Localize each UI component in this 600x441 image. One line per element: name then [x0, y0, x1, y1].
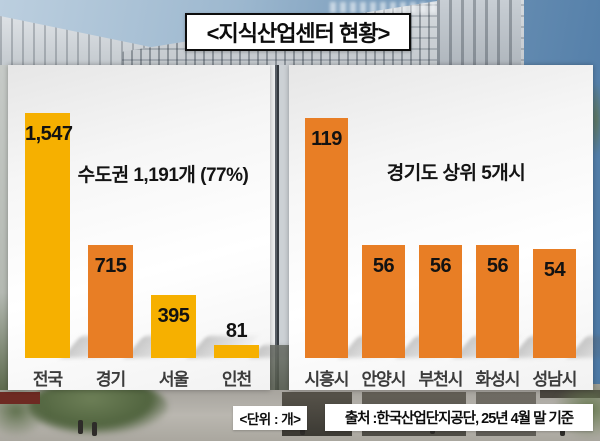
- bar-경기: 715: [88, 245, 133, 358]
- bar-value-label: 56: [372, 255, 395, 277]
- bar-chart-gyeonggi-top5: 119 시흥시 56 안양시 56 부천시 56 화성시 54 성남시: [289, 65, 600, 390]
- bar-시흥시: 119: [305, 118, 348, 358]
- page-title: <지식산업센터 현황>: [185, 13, 411, 51]
- tree-right-edge: [590, 84, 600, 154]
- pedestrian: [92, 422, 97, 436]
- bar-category-label: 서울: [158, 370, 189, 389]
- page-title-text: <지식산업센터 현황>: [206, 21, 391, 46]
- source-label: 출처 :한국산업단지공단, 25년 4월 말 기준: [325, 404, 593, 431]
- bar-화성시: 56: [476, 245, 519, 358]
- bar-category-label: 시흥시: [304, 370, 350, 389]
- bar-value-label: 715: [94, 255, 127, 277]
- chart-annotation-metro: 수도권 1,191개 (77%): [77, 165, 249, 186]
- bar-category-label: 인천: [221, 370, 252, 389]
- photo-left-edge: [0, 65, 8, 390]
- chart-panel-national: 수도권 1,191개 (77%) 1,547 전국 715 경기 395 서울 81 인천: [8, 65, 314, 390]
- bar-부천시: 56: [419, 245, 462, 358]
- bar-인천: [214, 345, 259, 358]
- bar-value-label: 119: [311, 128, 342, 150]
- unit-label: <단위 : 개>: [233, 406, 307, 430]
- building-signage: [330, 2, 448, 13]
- building-edge-bottom: [270, 345, 289, 390]
- bar-서울: 395: [151, 295, 196, 358]
- bar-category-label: 안양시: [361, 370, 407, 389]
- chart-panel-gyeonggi-top5: 경기도 상위 5개시 119 시흥시 56 안양시 56 부천시 56 화성시 54 성남시: [289, 65, 600, 390]
- building-edge-between-panels: [270, 65, 289, 390]
- shop-sign: [0, 392, 40, 404]
- bar-category-label: 경기: [95, 370, 126, 389]
- chart-annotation-top5: 경기도 상위 5개시: [386, 163, 526, 184]
- bar-전국: 1,547: [25, 113, 73, 358]
- bar-성남시: 54: [533, 249, 576, 358]
- bar-category-label: 전국: [32, 370, 63, 389]
- bar-value-label: 56: [486, 255, 509, 277]
- bar-category-label: 성남시: [532, 370, 578, 389]
- bar-value-label: 395: [157, 305, 190, 327]
- bar-chart-national: 1,547 전국 715 경기 395 서울 81 인천: [8, 65, 314, 390]
- bar-value-label: 81: [225, 320, 248, 342]
- bar-value-label: 1,547: [25, 123, 73, 145]
- bar-category-label: 부천시: [418, 370, 464, 389]
- bar-안양시: 56: [362, 245, 405, 358]
- bar-value-label: 54: [543, 259, 566, 281]
- pedestrian: [78, 420, 83, 434]
- building-right-tower: [437, 0, 521, 70]
- bar-value-label: 56: [429, 255, 452, 277]
- bar-category-label: 화성시: [475, 370, 521, 389]
